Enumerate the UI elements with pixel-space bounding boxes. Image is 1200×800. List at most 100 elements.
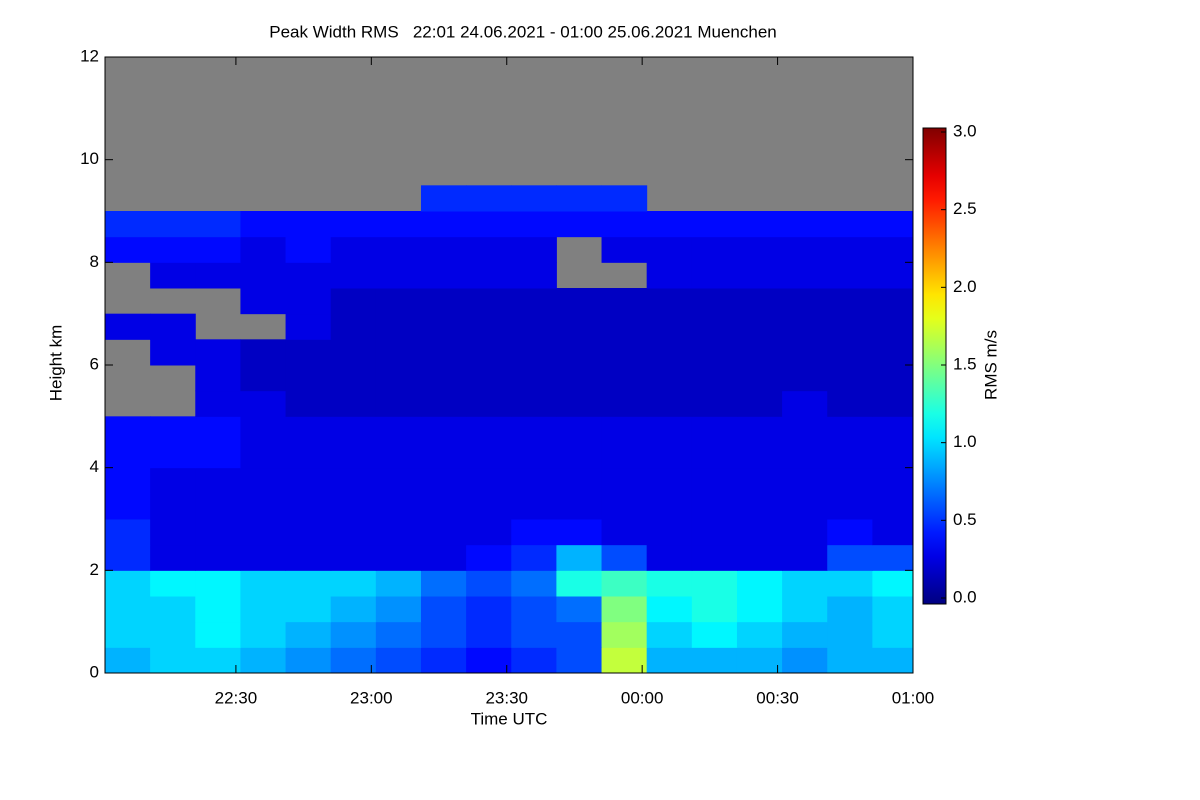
y-tick-label: 2	[90, 560, 99, 579]
heatmap-cell	[285, 288, 332, 315]
heatmap-cell	[285, 442, 332, 469]
heatmap-cell	[827, 236, 873, 263]
x-tick-label: 23:00	[350, 688, 393, 707]
heatmap-cell	[420, 262, 467, 289]
heatmap-cell	[646, 442, 693, 469]
heatmap-cell	[646, 544, 693, 571]
heatmap-cell	[240, 493, 287, 520]
heatmap-cell	[150, 493, 196, 520]
heatmap-cell	[691, 442, 738, 469]
heatmap-cell	[420, 288, 467, 315]
heatmap-cell	[872, 544, 913, 571]
heatmap-cell	[375, 442, 422, 469]
heatmap-cell	[691, 544, 738, 571]
heatmap-cell	[240, 442, 287, 469]
heatmap-cell	[105, 596, 151, 623]
heatmap-cell	[827, 211, 873, 238]
heatmap-cell	[330, 570, 377, 597]
heatmap-cell	[420, 442, 467, 469]
heatmap-cell	[150, 442, 196, 469]
heatmap-cell	[466, 467, 512, 494]
heatmap-cell	[511, 493, 557, 520]
heatmap-cell	[466, 365, 512, 392]
heatmap-cell	[195, 262, 241, 289]
heatmap-cell	[285, 365, 332, 392]
heatmap-cell	[782, 288, 828, 315]
heatmap-cell	[150, 621, 196, 648]
heatmap-cell	[556, 390, 603, 417]
heatmap-cell	[240, 211, 287, 238]
heatmap-cell	[782, 365, 828, 392]
heatmap-cell	[150, 313, 196, 340]
heatmap-cell	[646, 211, 693, 238]
heatmap-cell	[601, 467, 648, 494]
heatmap-cell	[375, 416, 422, 443]
y-axis-label: Height km	[46, 325, 65, 402]
heatmap-cell	[827, 339, 873, 366]
heatmap-cell	[375, 262, 422, 289]
heatmap-cell	[150, 211, 196, 238]
heatmap-cell	[872, 236, 913, 263]
heatmap-cell	[601, 211, 648, 238]
heatmap-cell	[330, 288, 377, 315]
heatmap-cell	[646, 236, 693, 263]
heatmap-cell	[420, 519, 467, 546]
heatmap-cell	[240, 288, 287, 315]
heatmap-cell	[466, 390, 512, 417]
heatmap-cell	[466, 544, 512, 571]
heatmap-cell	[782, 596, 828, 623]
heatmap-cell	[691, 519, 738, 546]
heatmap-cell	[375, 236, 422, 263]
x-tick-label: 00:00	[621, 688, 664, 707]
heatmap-cell	[330, 211, 377, 238]
heatmap-cell	[646, 313, 693, 340]
heatmap-cell	[195, 211, 241, 238]
heatmap-cell	[872, 621, 913, 648]
heatmap-cell	[285, 544, 332, 571]
heatmap-cell	[420, 185, 467, 212]
heatmap-cell	[240, 416, 287, 443]
heatmap-cell	[466, 621, 512, 648]
colorbar-tick-label: 1.5	[953, 354, 977, 373]
heatmap-cell	[827, 416, 873, 443]
heatmap-cell	[646, 416, 693, 443]
heatmap-cell	[782, 416, 828, 443]
heatmap-cell	[691, 339, 738, 366]
heatmap-cell	[691, 236, 738, 263]
heatmap-cell	[420, 647, 467, 673]
heatmap-cell	[375, 596, 422, 623]
heatmap-cell	[601, 236, 648, 263]
heatmap-cell	[330, 544, 377, 571]
colorbar-tick-label: 3.0	[953, 121, 977, 140]
heatmap-cell	[375, 621, 422, 648]
colorbar-label: RMS m/s	[981, 330, 1000, 400]
heatmap-cell	[420, 236, 467, 263]
heatmap-cell	[466, 185, 512, 212]
heatmap-cell	[556, 544, 603, 571]
heatmap-cell	[691, 467, 738, 494]
heatmap-cell	[872, 442, 913, 469]
heatmap-cell	[782, 211, 828, 238]
heatmap-cell	[511, 442, 557, 469]
heatmap-cell	[872, 390, 913, 417]
heatmap-cell	[511, 339, 557, 366]
heatmap-cell	[691, 313, 738, 340]
heatmap-cell	[466, 442, 512, 469]
heatmap-cell	[872, 519, 913, 546]
heatmap-cell	[150, 596, 196, 623]
heatmap-cell	[872, 647, 913, 673]
heatmap-cell	[466, 570, 512, 597]
heatmap-cell	[195, 647, 241, 673]
heatmap-cell	[420, 467, 467, 494]
heatmap-cell	[511, 185, 557, 212]
heatmap-cell	[782, 621, 828, 648]
heatmap-cell	[330, 339, 377, 366]
heatmap-cell	[330, 313, 377, 340]
heatmap-cell	[556, 519, 603, 546]
colorbar-tick-label: 1.0	[953, 432, 977, 451]
heatmap-cell	[330, 467, 377, 494]
heatmap-cell	[420, 596, 467, 623]
heatmap-cell	[601, 647, 648, 673]
heatmap-cell	[195, 339, 241, 366]
heatmap-cell	[872, 211, 913, 238]
